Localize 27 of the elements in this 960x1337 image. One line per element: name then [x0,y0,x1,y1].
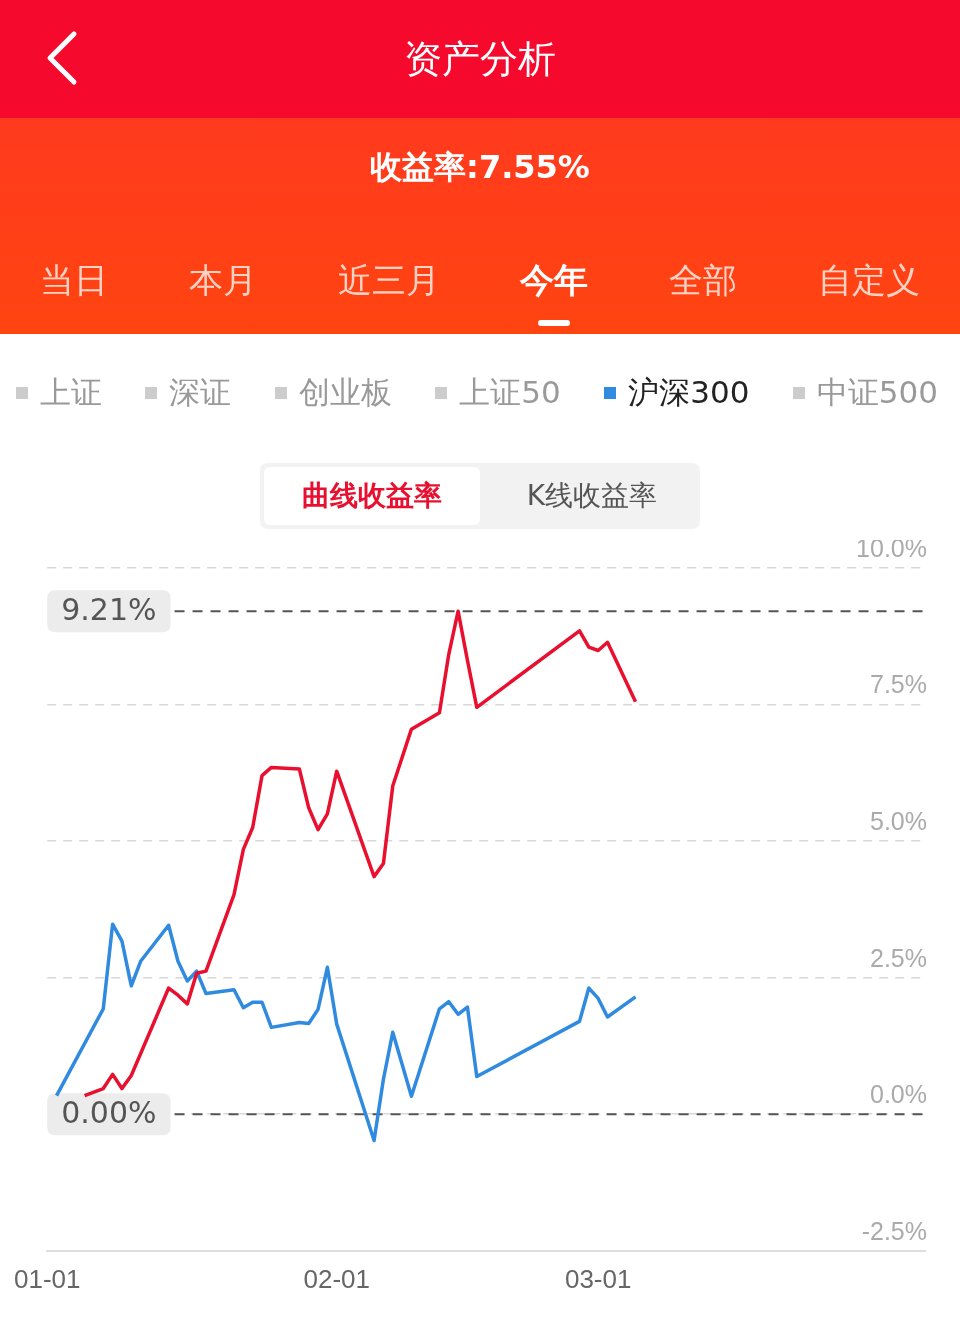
text: 曲线收益率 [264,467,480,525]
text: 全部 [667,259,738,302]
chart-subtitle: 收益率:7.55% [369,147,591,188]
y-tick-label: 5.0% [870,807,927,836]
text: 本月 [188,259,258,302]
ref-line-label: 9.21% [61,591,157,627]
y-tick-label: 7.5% [870,670,927,699]
legend-label: 沪深300 [628,373,750,412]
x-tick-label: 02-01 [303,1263,370,1294]
y-tick-label: 10.0% [856,533,927,562]
text: 上证 [40,373,102,412]
text: 深证 [169,373,232,412]
text: 上证50 [459,373,561,412]
text: 今年 [519,259,590,302]
text: 创业板 [298,373,392,412]
chart-title: 资产分析 [404,35,556,83]
x-tick-label: 03-01 [564,1263,632,1294]
text: 自定义 [816,259,921,302]
y-tick-label: 2.5% [870,943,927,972]
text: 近三月 [336,259,441,302]
text: 当日 [39,259,110,302]
x-tick-label: 01-01 [14,1263,81,1294]
text: K线收益率 [525,478,659,514]
text: 中证500 [816,373,938,412]
ref-line-label: 0.00% [61,1095,157,1131]
y-tick-label: 0.0% [870,1080,927,1109]
y-tick-label: -2.5% [861,1216,927,1245]
